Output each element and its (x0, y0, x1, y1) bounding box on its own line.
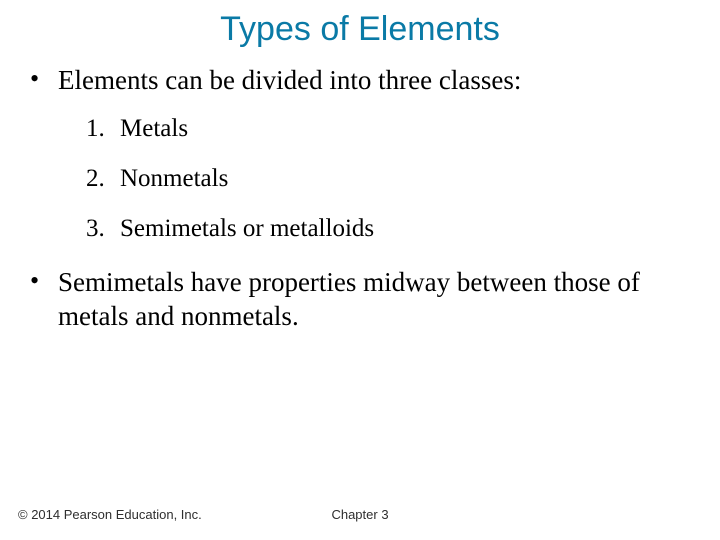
list-number: 3. (86, 215, 120, 243)
list-number: 1. (86, 115, 120, 143)
list-text: Semimetals or metalloids (120, 215, 374, 243)
slide-footer: © 2014 Pearson Education, Inc. Chapter 3 (18, 507, 702, 522)
bullet-item: • Elements can be divided into three cla… (30, 63, 690, 97)
list-number: 2. (86, 165, 120, 193)
copyright-text: © 2014 Pearson Education, Inc. (18, 507, 202, 522)
slide-body: • Elements can be divided into three cla… (0, 49, 720, 333)
slide: Types of Elements • Elements can be divi… (0, 0, 720, 540)
bullet-marker: • (30, 63, 58, 95)
bullet-text: Semimetals have properties midway betwee… (58, 265, 690, 333)
list-item: 3. Semimetals or metalloids (86, 215, 690, 243)
bullet-text: Elements can be divided into three class… (58, 63, 690, 97)
list-text: Nonmetals (120, 165, 228, 193)
list-item: 2. Nonmetals (86, 165, 690, 193)
slide-title: Types of Elements (0, 0, 720, 49)
numbered-list: 1. Metals 2. Nonmetals 3. Semimetals or … (30, 115, 690, 243)
bullet-item: • Semimetals have properties midway betw… (30, 265, 690, 333)
bullet-marker: • (30, 265, 58, 297)
list-text: Metals (120, 115, 188, 143)
list-item: 1. Metals (86, 115, 690, 143)
